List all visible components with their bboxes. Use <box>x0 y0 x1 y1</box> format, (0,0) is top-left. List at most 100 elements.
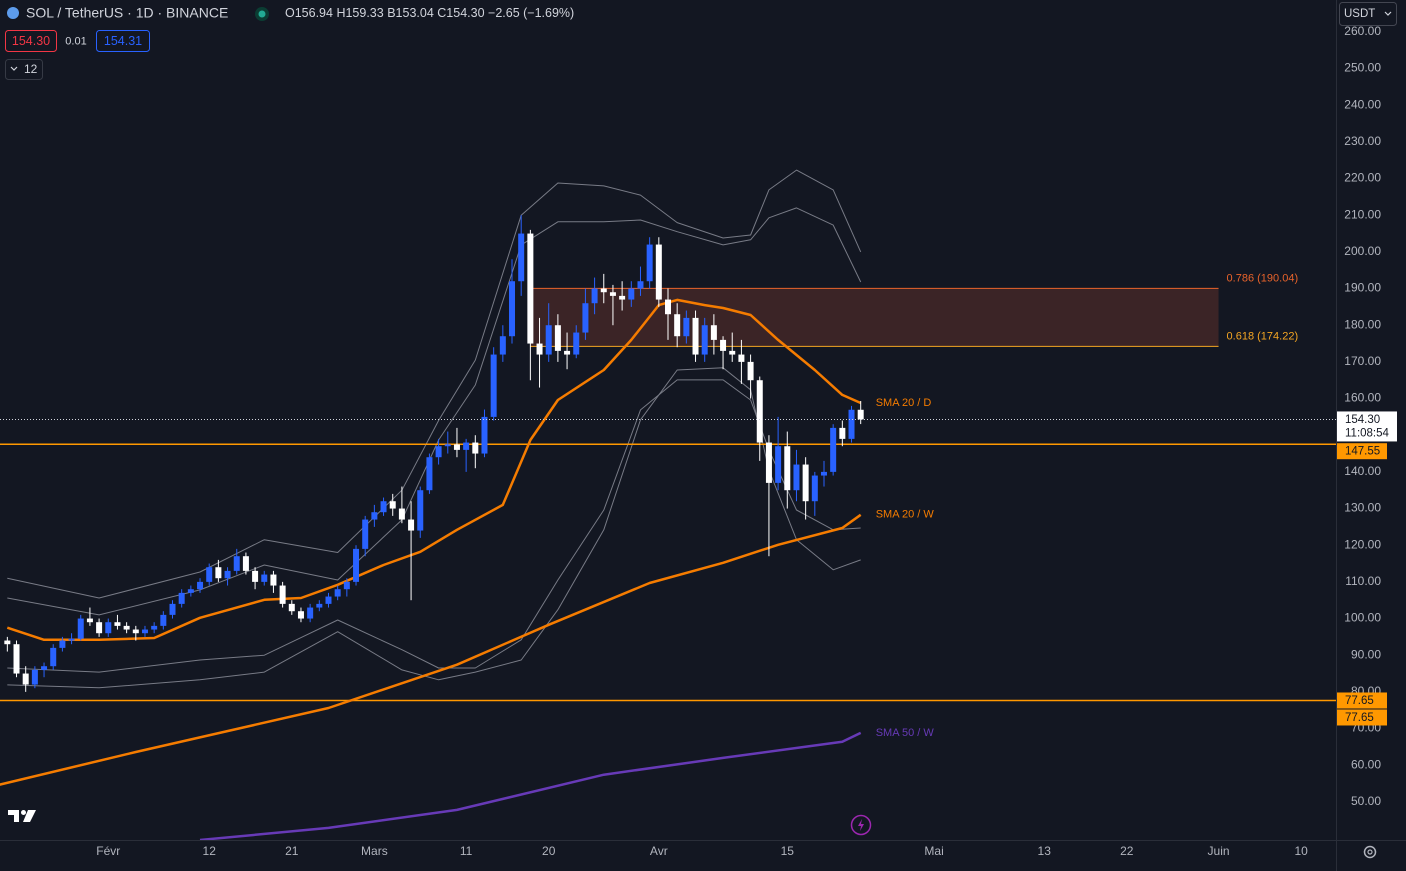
axes: 50.0060.0070.0080.0090.00100.00110.00120… <box>96 24 1397 858</box>
candle-body <box>527 233 534 344</box>
candle-body <box>96 622 103 634</box>
x-tick-label: Juin <box>1208 844 1230 858</box>
chevron-icon <box>10 66 18 71</box>
ohlc-low: B153.04 <box>387 6 434 20</box>
y-tick-label: 200.00 <box>1344 244 1381 258</box>
candle-body <box>784 446 791 491</box>
alert-icon[interactable] <box>850 814 872 836</box>
candle-body <box>417 490 424 531</box>
candle-body <box>4 640 11 645</box>
candle-body <box>77 618 84 639</box>
indicators-toggle[interactable] <box>5 59 43 80</box>
indicator-label: SMA 20 / W <box>876 509 935 521</box>
candle-body <box>765 442 772 483</box>
x-tick-label: 12 <box>203 844 217 858</box>
candle-body <box>215 567 222 579</box>
candle-body <box>270 574 277 586</box>
candle-body <box>279 585 286 604</box>
candle-body <box>655 244 662 300</box>
candle-body <box>701 325 708 355</box>
candle-body <box>334 589 341 597</box>
candle-body <box>793 464 800 491</box>
candle-body <box>371 512 378 520</box>
ohlc-high: H159.33 <box>336 6 383 20</box>
candle-body <box>830 427 837 472</box>
logo-part <box>23 810 36 822</box>
candle-body <box>637 281 644 289</box>
y-tick-label: 170.00 <box>1344 354 1381 368</box>
candle-body <box>169 603 176 615</box>
y-tick-label: 140.00 <box>1344 464 1381 478</box>
candle-body <box>435 446 442 458</box>
candle-body <box>13 644 20 674</box>
candle-body <box>141 629 148 634</box>
candle-body <box>811 475 818 502</box>
settings-icon[interactable] <box>1363 845 1377 859</box>
candle-body <box>839 427 846 439</box>
x-tick-label: 20 <box>542 844 556 858</box>
candle-body <box>674 314 681 337</box>
candle-body <box>50 647 57 667</box>
candle-body <box>518 233 525 282</box>
y-tick-label: 230.00 <box>1344 134 1381 148</box>
candle-body <box>86 618 93 623</box>
y-tick-label: 240.00 <box>1344 97 1381 111</box>
y-tick-label: 190.00 <box>1344 281 1381 295</box>
candle-body <box>472 442 479 454</box>
settings-icon-core <box>1367 849 1373 855</box>
logo-part <box>8 810 19 822</box>
level-price-box <box>1337 709 1387 726</box>
candle-body <box>261 574 268 582</box>
indicator-label: SMA 50 / W <box>876 727 935 739</box>
candle-body <box>408 519 415 531</box>
last-price-label: 154.30 <box>1345 414 1380 426</box>
candle-body <box>123 625 130 630</box>
y-tick-label: 220.00 <box>1344 171 1381 185</box>
indicators-count[interactable]: 12 <box>24 62 38 76</box>
x-tick-label: Avr <box>650 844 668 858</box>
sell-button[interactable] <box>5 30 57 52</box>
candle-body <box>802 464 809 502</box>
candle-body <box>353 548 360 582</box>
candle-body <box>41 666 48 670</box>
candle-body <box>692 317 699 355</box>
candle-body <box>747 361 754 381</box>
level-price-label: 147.55 <box>1345 446 1380 458</box>
candle-body <box>591 288 598 304</box>
x-tick-label: 15 <box>781 844 795 858</box>
chevron-icon <box>1384 11 1392 16</box>
fib-label: 0.618 (174.22) <box>1227 330 1299 342</box>
candle-body <box>389 501 396 509</box>
candle-body <box>426 457 433 491</box>
currency[interactable]: USDT <box>1344 8 1375 20</box>
candle-body <box>31 669 38 685</box>
fib-zone <box>530 288 1219 347</box>
level-price-label: 77.65 <box>1345 712 1374 724</box>
band-line <box>7 207 862 616</box>
spread: 0.01 <box>65 35 86 47</box>
candle-body <box>665 299 671 315</box>
candle-body <box>453 444 460 450</box>
candle-body <box>325 596 332 604</box>
candle-body <box>554 325 561 351</box>
candle-body <box>820 471 827 476</box>
buy-price[interactable]: 154.31 <box>104 34 142 48</box>
candle-body <box>609 292 616 296</box>
candle-body <box>114 622 121 626</box>
candle-body <box>490 354 497 417</box>
x-tick-label: 22 <box>1120 844 1134 858</box>
x-tick-label: Mai <box>924 844 943 858</box>
buy-button[interactable] <box>96 30 150 52</box>
countdown-label: 11:08:54 <box>1345 427 1390 439</box>
currency-select[interactable] <box>1339 2 1397 26</box>
sell-price[interactable]: 154.30 <box>12 34 50 48</box>
fib-label: 0.786 (190.04) <box>1227 272 1299 284</box>
indicator-label: SMA 20 / D <box>876 397 932 409</box>
candle-body <box>68 638 75 641</box>
tv-logo <box>8 810 36 822</box>
candle-body <box>857 409 864 420</box>
candle-body <box>573 332 580 355</box>
candle-body <box>178 592 185 604</box>
